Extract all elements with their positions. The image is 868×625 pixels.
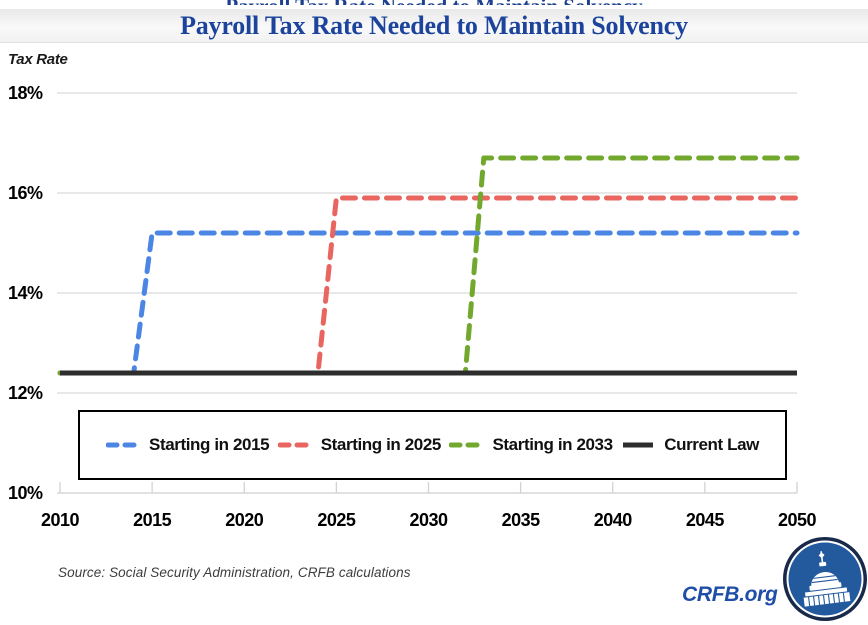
title-band: Payroll Tax Rate Needed to Maintain Solv… bbox=[0, 9, 868, 43]
x-tick-label: 2035 bbox=[502, 510, 541, 530]
plot-area: 18% 16% 14% 12% 10% 2010 2015 2020 2025 2030 2035 2… bbox=[8, 83, 817, 530]
source-note: Source: Social Security Administration, … bbox=[58, 565, 411, 580]
legend-swatch-icon bbox=[106, 442, 140, 448]
series-line-0 bbox=[57, 230, 800, 376]
y-tick-label: 16% bbox=[8, 183, 43, 203]
clipped-text-fragment: Payroll Tax Rate Needed to Maintain Solv… bbox=[0, 0, 868, 5]
x-tick-label: 2020 bbox=[225, 510, 264, 530]
y-tick-label: 14% bbox=[8, 283, 43, 303]
legend-label: Starting in 2015 bbox=[149, 435, 270, 454]
crfb-capitol-logo bbox=[783, 537, 867, 621]
x-tick-label: 2030 bbox=[409, 510, 448, 530]
series-line-1 bbox=[57, 195, 800, 376]
x-tick-label: 2045 bbox=[686, 510, 725, 530]
y-axis-title: Tax Rate bbox=[8, 51, 68, 68]
legend-item-1: Starting in 2025 bbox=[277, 435, 442, 455]
clipped-text: Payroll Tax Rate Needed to Maintain Solv… bbox=[225, 0, 642, 5]
y-tick-label: 18% bbox=[8, 83, 43, 103]
series-line-2 bbox=[57, 155, 800, 376]
legend-label: Starting in 2033 bbox=[492, 435, 613, 454]
y-tick-label: 12% bbox=[8, 383, 43, 403]
capitol-columns bbox=[808, 575, 845, 607]
y-tick-label: 10% bbox=[8, 483, 43, 503]
legend-item-0: Starting in 2015 bbox=[106, 435, 270, 455]
legend-label: Starting in 2025 bbox=[320, 435, 442, 454]
legend-label: Current Law bbox=[664, 435, 759, 454]
x-tick-label: 2015 bbox=[133, 510, 172, 530]
legend-swatch-icon bbox=[449, 442, 484, 448]
brand-wordmark: CRFB.org bbox=[682, 583, 778, 606]
x-tick-label: 2040 bbox=[594, 510, 633, 530]
legend-swatch-icon bbox=[277, 442, 312, 448]
x-tick-label: 2010 bbox=[41, 510, 80, 530]
chart-title: Payroll Tax Rate Needed to Maintain Solv… bbox=[180, 10, 688, 40]
legend: Starting in 2015 Starting in 2025 Starting… bbox=[78, 410, 787, 480]
legend-item-3: Current Law bbox=[621, 435, 759, 455]
x-tick-label: 2050 bbox=[778, 510, 817, 530]
legend-item-2: Starting in 2033 bbox=[449, 435, 613, 455]
x-tick-label: 2025 bbox=[317, 510, 356, 530]
legend-swatch-icon bbox=[623, 442, 654, 448]
